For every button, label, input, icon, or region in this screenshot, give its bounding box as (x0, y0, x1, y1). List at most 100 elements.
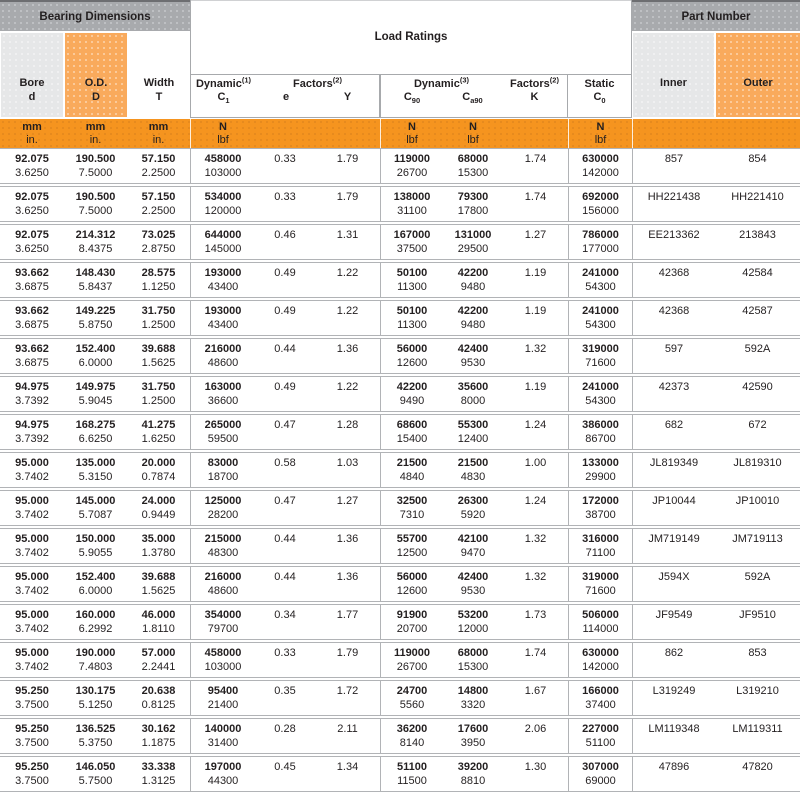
cell-e: 0.58 (274, 457, 296, 469)
cell-width: 20.000 0.7874 (141, 457, 176, 483)
outer-label: Outer (743, 77, 773, 89)
subheader-static: Static C0 (567, 74, 632, 118)
cell-ca90: 68000 15300 (457, 153, 489, 179)
bore-symbol: d (28, 91, 36, 103)
cell-k: 1.67 (524, 685, 547, 697)
cell-od: 190.500 7.5000 (75, 191, 116, 217)
cell-od: 160.000 6.2992 (75, 609, 116, 635)
cell-c1: 458000 103000 (190, 643, 255, 677)
cell-y: 1.28 (336, 419, 359, 431)
cell-c0: 241000 54300 (568, 263, 632, 297)
cell-od: 152.400 6.0000 (75, 343, 116, 369)
cell-inner-part: 47896 (632, 757, 715, 791)
table-row: 94.975 3.7392 149.975 5.9045 31.750 1.2500 … (0, 376, 800, 412)
y-symbol: Y (343, 91, 352, 103)
cell-k: 1.32 (524, 343, 547, 355)
table-row: 95.000 3.7402 160.000 6.2992 46.000 1.8110 … (0, 604, 800, 640)
cell-c90: 50100 11300 (380, 301, 443, 335)
cell-outer-part: JP10010 (735, 495, 780, 507)
cell-width: 39.688 1.5625 (141, 343, 176, 369)
units-y (315, 119, 380, 148)
cell-e: 0.44 (274, 343, 296, 355)
cell-ca90: 26300 5920 (457, 495, 489, 521)
cell-e: 0.49 (274, 305, 296, 317)
cell-c1: 216000 48600 (190, 567, 255, 601)
units-inner (632, 119, 715, 148)
cell-e: 0.45 (274, 761, 296, 773)
cell-c0: 166000 37400 (568, 681, 632, 715)
cell-c1: 95400 21400 (190, 681, 255, 715)
cell-inner-part: 862 (632, 643, 715, 677)
cell-c1: 163000 36600 (190, 377, 255, 411)
cell-k: 1.73 (524, 609, 547, 621)
cell-width: 31.750 1.2500 (141, 381, 176, 407)
cell-e: 0.44 (274, 571, 296, 583)
cell-width: 30.162 1.1875 (141, 723, 176, 749)
cell-outer-part: JL819310 (733, 457, 782, 469)
column-header-outer: Outer (716, 33, 800, 117)
cell-bore: 95.000 3.7402 (15, 609, 49, 635)
cell-c90: 50100 11300 (380, 263, 443, 297)
cell-od: 149.975 5.9045 (75, 381, 116, 407)
od-symbol: D (92, 91, 100, 103)
cell-k: 1.24 (524, 419, 547, 431)
column-header-width: Width T (129, 33, 189, 117)
cell-y: 1.79 (336, 191, 359, 203)
cell-outer-part: 42590 (742, 381, 773, 393)
units-k (503, 119, 568, 148)
table-row: 92.075 3.6250 190.500 7.5000 57.150 2.2500 … (0, 186, 800, 222)
table-row: 95.250 3.7500 146.050 5.7500 33.338 1.3125 … (0, 756, 800, 792)
column-header-od: O.D. D (65, 33, 127, 117)
cell-c0: 133000 29900 (568, 453, 632, 487)
cell-outer-part: 47820 (742, 761, 773, 773)
inner-label: Inner (660, 77, 687, 89)
cell-y: 1.36 (336, 343, 359, 355)
cell-e: 0.33 (274, 647, 296, 659)
cell-outer-part: 853 (748, 647, 767, 659)
cell-inner-part: 42373 (632, 377, 715, 411)
cell-od: 168.275 6.6250 (75, 419, 116, 445)
cell-width: 57.150 2.2500 (141, 191, 176, 217)
cell-c1: 534000 120000 (190, 187, 255, 221)
table-row: 92.075 3.6250 190.500 7.5000 57.150 2.2500 … (0, 148, 800, 184)
cell-width: 35.000 1.3780 (141, 533, 176, 559)
cell-c0: 241000 54300 (568, 377, 632, 411)
cell-c90: 119000 26700 (380, 643, 443, 677)
cell-outer-part: 42587 (742, 305, 773, 317)
bore-label: Bore (19, 77, 45, 89)
cell-y: 1.03 (336, 457, 359, 469)
cell-inner-part: 42368 (632, 301, 715, 335)
cell-bore: 95.000 3.7402 (15, 495, 49, 521)
cell-k: 1.74 (524, 647, 547, 659)
units-e (255, 119, 315, 148)
k-symbol: K (530, 91, 539, 103)
cell-od: 148.430 5.8437 (75, 267, 116, 293)
cell-outer-part: 854 (748, 153, 767, 165)
cell-outer-part: 42584 (742, 267, 773, 279)
cell-c0: 506000 114000 (568, 605, 632, 639)
cell-c1: 458000 103000 (190, 149, 255, 183)
cell-ca90: 14800 3320 (457, 685, 489, 711)
cell-bore: 93.662 3.6875 (15, 305, 49, 331)
table-row: 95.000 3.7402 145.000 5.7087 24.000 0.9449 … (0, 490, 800, 526)
cell-inner-part: JL819349 (632, 453, 715, 487)
cell-c0: 630000 142000 (568, 149, 632, 183)
cell-c1: 193000 43400 (190, 301, 255, 335)
cell-y: 1.22 (336, 267, 359, 279)
cell-width: 28.575 1.1250 (141, 267, 176, 293)
cell-y: 1.34 (336, 761, 359, 773)
cell-c90: 68600 15400 (380, 415, 443, 449)
cell-ca90: 39200 8810 (457, 761, 489, 787)
cell-bore: 95.250 3.7500 (15, 723, 49, 749)
cell-y: 1.36 (336, 533, 359, 545)
cell-k: 1.32 (524, 533, 547, 545)
cell-ca90: 42200 9480 (457, 305, 489, 331)
table-row: 92.075 3.6250 214.312 8.4375 73.025 2.8750 … (0, 224, 800, 260)
cell-ca90: 79300 17800 (457, 191, 489, 217)
cell-c0: 786000 177000 (568, 225, 632, 259)
cell-width: 39.688 1.5625 (141, 571, 176, 597)
factors-label: Factors(2) (510, 75, 559, 90)
data-rows: 92.075 3.6250 190.500 7.5000 57.150 2.2500 … (0, 148, 800, 794)
